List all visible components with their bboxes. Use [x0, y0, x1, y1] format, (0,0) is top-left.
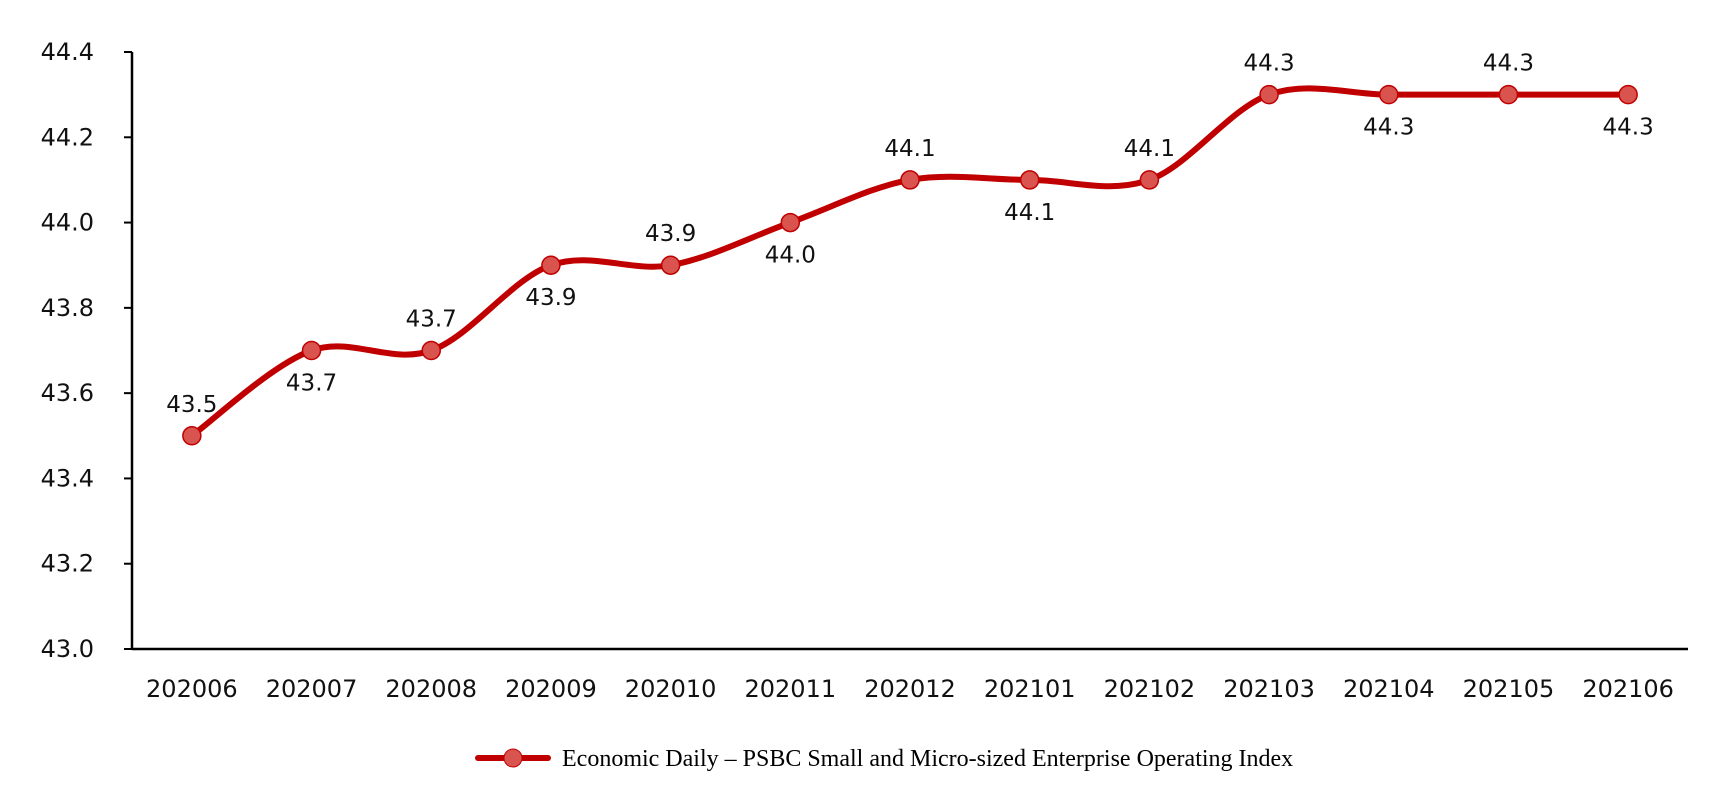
x-tick-label: 202006 [146, 675, 238, 703]
y-tick-label: 43.8 [41, 294, 94, 322]
x-axis-ticks: 202006 202007 202008 202009 202010 202011 2020… [146, 675, 1674, 703]
y-tick-label: 43.0 [41, 635, 94, 663]
x-tick-label: 202009 [505, 675, 597, 703]
x-tick-label: 202104 [1343, 675, 1435, 703]
x-tick-label: 202101 [984, 675, 1076, 703]
data-labels: 43.5 43.7 43.7 43.9 43.9 44.0 44.1 44.1 44.1 44.3… [166, 51, 1654, 418]
data-label: 43.7 [406, 307, 457, 333]
y-tick-label: 44.4 [41, 38, 94, 66]
data-point-marker [1379, 84, 1399, 105]
data-label: 44.3 [1603, 115, 1654, 141]
data-point-marker [1019, 170, 1040, 190]
data-point-marker [1498, 84, 1519, 105]
y-tick-label: 43.6 [41, 379, 94, 407]
data-label: 44.1 [1004, 200, 1055, 226]
x-tick-label: 202008 [385, 675, 477, 703]
data-label: 44.3 [1483, 51, 1534, 77]
data-point-marker [1139, 170, 1160, 190]
data-label: 43.7 [286, 371, 337, 397]
legend: Economic Daily – PSBC Small and Micro-si… [475, 746, 1293, 772]
x-tick-label: 202011 [744, 675, 836, 703]
data-point-marker [301, 340, 322, 361]
data-point-marker [660, 255, 681, 275]
data-point-marker [1259, 84, 1279, 105]
data-label: 44.1 [884, 136, 935, 162]
legend-label: Economic Daily – PSBC Small and Micro-si… [562, 746, 1293, 772]
y-axis-ticks: 43.0 43.2 43.4 43.6 43.8 44.0 44.2 44.4 [41, 38, 132, 663]
legend-marker-swatch [503, 748, 523, 768]
x-tick-label: 202010 [625, 675, 717, 703]
x-tick-label: 202103 [1223, 675, 1315, 703]
data-label: 44.0 [765, 243, 816, 269]
data-label: 43.9 [645, 221, 696, 247]
data-point-marker [780, 212, 801, 233]
data-label: 44.3 [1363, 115, 1414, 141]
data-point-marker [900, 170, 920, 190]
y-tick-label: 43.2 [41, 550, 94, 578]
data-label: 43.9 [525, 285, 576, 311]
series-markers [182, 84, 1638, 446]
data-label: 44.1 [1124, 136, 1175, 162]
data-point-marker [1618, 84, 1638, 105]
x-tick-label: 202106 [1582, 675, 1674, 703]
x-tick-label: 202102 [1104, 675, 1196, 703]
data-point-marker [421, 340, 441, 361]
data-label: 44.3 [1243, 51, 1294, 77]
y-tick-label: 44.2 [41, 123, 94, 151]
data-point-marker [182, 426, 202, 446]
y-tick-label: 43.4 [41, 464, 94, 492]
data-point-marker [541, 255, 561, 275]
x-tick-label: 202012 [864, 675, 956, 703]
data-label: 43.5 [166, 392, 217, 418]
y-tick-label: 44.0 [41, 209, 94, 237]
x-tick-label: 202105 [1463, 675, 1555, 703]
x-tick-label: 202007 [266, 675, 358, 703]
